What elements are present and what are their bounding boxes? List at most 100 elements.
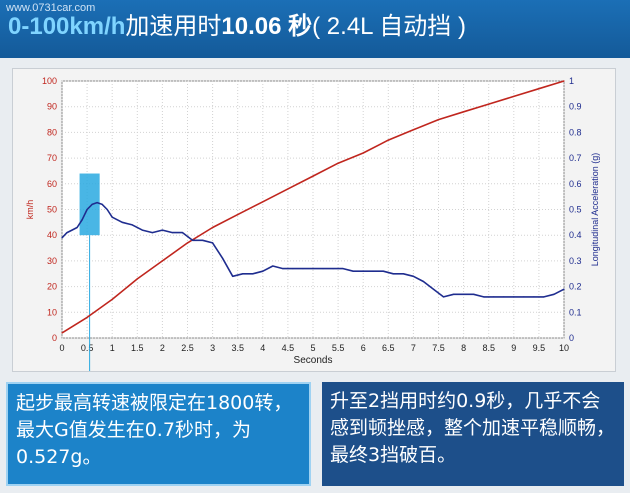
acceleration-point <box>101 203 103 205</box>
acceleration-point <box>292 268 294 270</box>
acceleration-point <box>543 296 545 298</box>
speed-point <box>86 316 88 319</box>
speed-point <box>362 152 364 154</box>
acceleration-point <box>473 293 475 295</box>
page-title: 0-100km/h加速用时10.06 秒( 2.4L 自动挡 ) <box>8 12 466 42</box>
acceleration-point <box>96 201 98 204</box>
x-tick-label: 4.5 <box>282 343 295 353</box>
title-speed-range: 0-100km/h <box>8 13 126 40</box>
acceleration-point <box>432 288 435 290</box>
x-tick-label: 3 <box>210 343 215 353</box>
speed-point <box>312 175 314 177</box>
acceleration-point <box>151 232 153 234</box>
acceleration-point <box>252 273 254 275</box>
acceleration-point <box>442 296 445 298</box>
acceleration-point <box>483 296 485 298</box>
y-right-tick-label: 0.3 <box>569 256 582 266</box>
speed-point <box>287 188 289 190</box>
acceleration-point <box>523 296 525 298</box>
x-tick-label: 10 <box>559 343 569 353</box>
speed-point <box>161 260 163 262</box>
acceleration-point <box>106 208 108 211</box>
y-right-tick-label: 0.5 <box>569 205 582 215</box>
acceleration-point <box>191 239 194 241</box>
acceleration-point <box>513 296 515 298</box>
speed-point <box>262 201 264 203</box>
y-left-tick-label: 40 <box>47 230 57 240</box>
y-right-tick-label: 0 <box>569 333 574 343</box>
x-tick-label: 0.5 <box>81 343 94 353</box>
speed-point <box>463 111 465 113</box>
acceleration-point <box>452 293 455 295</box>
title-banner: www.0731car.com 0-100km/h加速用时10.06 秒( 2.… <box>0 0 630 58</box>
acceleration-point <box>342 268 344 270</box>
acceleration-point <box>503 296 505 298</box>
speed-point <box>437 118 440 121</box>
x-tick-label: 6.5 <box>382 343 395 353</box>
acceleration-point <box>161 229 163 231</box>
acceleration-point <box>61 237 63 239</box>
acceleration-point <box>422 280 425 283</box>
acceleration-point <box>392 273 394 275</box>
acceleration-point <box>76 226 78 229</box>
speed-point <box>212 226 214 229</box>
acceleration-point <box>302 268 304 270</box>
y-right-tick-label: 0.6 <box>569 179 582 189</box>
y-left-tick-label: 20 <box>47 282 57 292</box>
speed-point <box>387 139 389 141</box>
acceleration-point <box>322 268 324 270</box>
x-tick-label: 7 <box>411 343 416 353</box>
y-right-tick-label: 0.9 <box>569 102 582 112</box>
x-tick-label: 0 <box>59 343 64 353</box>
acceleration-chart: 0 0.5 1 1.5 2 2.5 3 3.5 4 4.5 5 5.5 6 6.5 7 7.5 8 8.5 9 9.5… <box>25 76 600 371</box>
x-tick-label: 9 <box>511 343 516 353</box>
acceleration-series-line <box>61 201 565 298</box>
acceleration-point <box>171 232 174 234</box>
acceleration-point <box>141 229 143 231</box>
caption-shift: 升至2挡用时约0.9秒，几乎不会感到顿挫感，整个加速平稳顺畅，最终3挡破百。 <box>322 382 624 486</box>
x-axis-title: Seconds <box>294 355 333 366</box>
y-right-tick-label: 0.4 <box>569 230 582 240</box>
x-tick-label: 5 <box>310 343 315 353</box>
y-right-tick-label: 0.1 <box>569 307 582 317</box>
title-time: 10.06 秒 <box>221 13 313 40</box>
speed-point <box>111 298 113 301</box>
acceleration-point <box>66 232 68 234</box>
acceleration-point <box>111 216 113 218</box>
x-tick-label: 3.5 <box>231 343 244 353</box>
y-right-axis-title: Longitudinal Acceleration (g) <box>590 153 600 267</box>
acceleration-point <box>262 270 264 272</box>
acceleration-point <box>463 293 465 295</box>
acceleration-point <box>86 208 88 211</box>
y-left-tick-label: 100 <box>42 76 57 86</box>
x-tick-label: 4 <box>260 343 265 353</box>
x-tick-label: 8.5 <box>482 343 495 353</box>
x-tick-label: 1.5 <box>131 343 144 353</box>
x-tick-label: 7.5 <box>432 343 445 353</box>
x-tick-label: 6 <box>361 343 366 353</box>
x-tick-label: 5.5 <box>332 343 345 353</box>
watermark: www.0731car.com <box>6 2 96 14</box>
acceleration-point <box>332 268 334 270</box>
acceleration-point <box>362 270 364 272</box>
speed-point <box>488 103 490 105</box>
acceleration-point <box>493 296 495 298</box>
acceleration-point <box>372 270 374 272</box>
acceleration-point <box>121 221 123 223</box>
x-tick-label: 9.5 <box>533 343 546 353</box>
x-tick-label: 2.5 <box>181 343 194 353</box>
speed-point <box>513 95 515 98</box>
peak-g-highlight <box>79 173 100 236</box>
acceleration-point <box>533 296 535 298</box>
acceleration-point <box>352 270 354 272</box>
acceleration-point <box>282 268 284 270</box>
y-left-tick-label: 50 <box>47 205 57 215</box>
y-left-tick-label: 80 <box>47 127 57 137</box>
acceleration-point <box>71 229 73 231</box>
speed-point <box>337 162 339 164</box>
acceleration-point <box>232 275 234 277</box>
speed-point <box>563 80 565 82</box>
acceleration-point <box>181 232 184 234</box>
y-left-tick-label: 70 <box>47 153 57 163</box>
acceleration-point <box>412 275 414 277</box>
